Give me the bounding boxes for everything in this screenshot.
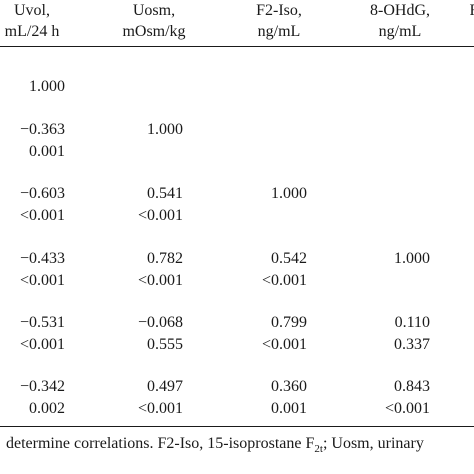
row4-f2iso-p: <0.001 bbox=[261, 272, 307, 289]
header-uvol-line2: mL/24 h bbox=[4, 23, 60, 40]
row5-uvol-r: −0.531 bbox=[19, 314, 65, 331]
row6-uvol-r: −0.342 bbox=[19, 378, 65, 395]
row5-uosm-r: −0.068 bbox=[137, 314, 183, 331]
row5-f2iso-r: 0.799 bbox=[271, 314, 307, 331]
row3-uvol-r: −0.603 bbox=[19, 185, 65, 202]
row5-uosm-p: 0.555 bbox=[147, 336, 183, 353]
header-uosm-line2: mOsm/kg bbox=[122, 23, 186, 40]
row6-8ohdg-r: 0.843 bbox=[394, 378, 430, 395]
table-footnote: determine correlations. F2-Iso, 15-isopr… bbox=[6, 434, 424, 459]
row6-f2iso-r: 0.360 bbox=[271, 378, 307, 395]
row4-uvol-r: −0.433 bbox=[19, 250, 65, 267]
header-uvol: Uvol, mL/24 h bbox=[0, 0, 64, 42]
header-uvol-line1: Uvol, bbox=[14, 2, 50, 19]
header-8ohdg: 8-OHdG, ng/mL bbox=[356, 0, 444, 42]
row6-uosm-p: <0.001 bbox=[137, 400, 183, 417]
footnote-subscript: 2t bbox=[314, 443, 323, 456]
row5-f2iso-p: <0.001 bbox=[261, 336, 307, 353]
header-partial-line1: F2 bbox=[458, 0, 474, 21]
row4-uosm-p: <0.001 bbox=[137, 272, 183, 289]
row4-8ohdg-r: 1.000 bbox=[394, 250, 430, 267]
row5-8ohdg-p: 0.337 bbox=[394, 336, 430, 353]
row5-uvol-p: <0.001 bbox=[19, 336, 65, 353]
row2-uvol-r: −0.363 bbox=[19, 121, 65, 138]
header-f2iso: F2-Iso, ng/mL bbox=[236, 0, 322, 42]
row1-uvol-r: 1.000 bbox=[29, 78, 65, 95]
row2-uvol-p: 0.001 bbox=[29, 143, 65, 160]
footer-rule bbox=[0, 426, 474, 427]
footnote-text-before: determine correlations. F2-Iso, 15-isopr… bbox=[6, 435, 315, 452]
row6-uvol-p: 0.002 bbox=[29, 400, 65, 417]
row6-8ohdg-p: <0.001 bbox=[384, 400, 430, 417]
header-8ohdg-line1: 8-OHdG, bbox=[370, 2, 430, 19]
header-f2iso-line2: ng/mL bbox=[257, 23, 301, 40]
row3-uosm-r: 0.541 bbox=[147, 185, 183, 202]
header-8ohdg-line2: ng/mL bbox=[378, 23, 422, 40]
row5-8ohdg-r: 0.110 bbox=[394, 314, 430, 331]
footnote-text-after: ; Uosm, urinary bbox=[322, 435, 424, 452]
header-uosm: Uosm, mOsm/kg bbox=[104, 0, 204, 42]
row3-uosm-p: <0.001 bbox=[137, 207, 183, 224]
row6-f2iso-p: 0.001 bbox=[271, 400, 307, 417]
row3-uvol-p: <0.001 bbox=[19, 207, 65, 224]
header-f2iso-line1: F2-Iso, bbox=[256, 2, 302, 19]
row2-uosm-r: 1.000 bbox=[147, 121, 183, 138]
row4-uosm-r: 0.782 bbox=[147, 250, 183, 267]
header-rule bbox=[0, 46, 474, 47]
row6-uosm-r: 0.497 bbox=[147, 378, 183, 395]
header-uosm-line1: Uosm, bbox=[132, 2, 176, 19]
row4-f2iso-r: 0.542 bbox=[271, 250, 307, 267]
row3-f2iso-r: 1.000 bbox=[271, 185, 307, 202]
header-partial-line2: c bbox=[458, 21, 474, 42]
header-partial-column: F2 c bbox=[458, 0, 474, 42]
row4-uvol-p: <0.001 bbox=[19, 272, 65, 289]
table-header: Uvol, mL/24 h Uosm, mOsm/kg F2-Iso, ng/m… bbox=[0, 0, 474, 46]
